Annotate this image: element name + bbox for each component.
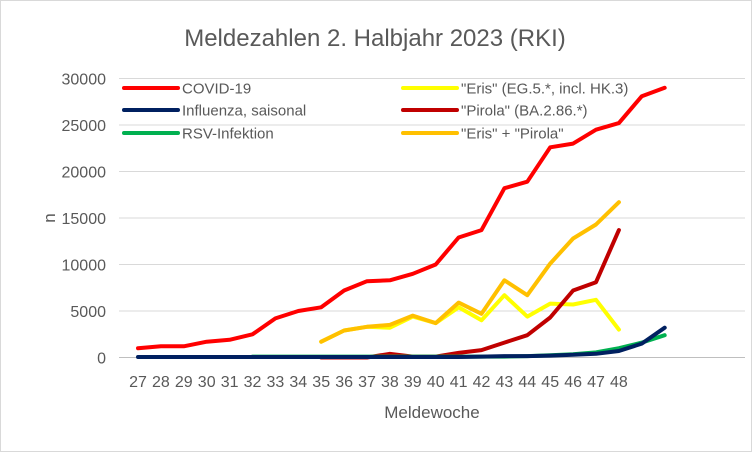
x-tick-label: 31 xyxy=(221,374,239,391)
legend-label: Influenza, saisonal xyxy=(182,103,306,120)
x-axis-ticks: 27 28 29 30 31 32 33 34 35 36 37 38 39 40 41 42 43 44 45 46… xyxy=(129,374,628,391)
legend: COVID-19 Influenza, saisonal RSV-Infektion… xyxy=(122,81,628,143)
x-tick-label: 27 xyxy=(129,374,147,391)
x-tick-label: 45 xyxy=(541,374,559,391)
legend-label: "Eris" + "Pirola" xyxy=(461,126,564,143)
x-tick-label: 36 xyxy=(335,374,353,391)
y-tick-label: 10000 xyxy=(62,258,107,275)
series-line xyxy=(319,228,621,360)
legend-label: "Pirola" (BA.2.86.*) xyxy=(461,103,588,120)
y-tick-label: 30000 xyxy=(62,72,107,89)
series-line xyxy=(136,325,667,359)
x-tick-label: 32 xyxy=(244,374,262,391)
x-tick-label: 46 xyxy=(564,374,582,391)
legend-label: COVID-19 xyxy=(182,81,251,98)
x-tick-label: 43 xyxy=(496,374,514,391)
y-axis-title: n xyxy=(40,213,59,222)
legend-label: "Eris" (EG.5.*, incl. HK.3) xyxy=(461,81,628,98)
y-tick-label: 5000 xyxy=(70,304,106,321)
series-line xyxy=(136,85,667,351)
x-tick-label: 35 xyxy=(312,374,330,391)
x-tick-label: 48 xyxy=(610,374,628,391)
x-tick-label: 28 xyxy=(152,374,170,391)
y-tick-label: 25000 xyxy=(62,118,107,135)
legend-label: RSV-Infektion xyxy=(182,126,274,143)
x-tick-label: 37 xyxy=(358,374,376,391)
x-tick-label: 47 xyxy=(587,374,605,391)
chart-title: Meldezahlen 2. Halbjahr 2023 (RKI) xyxy=(184,25,566,52)
y-tick-label: 15000 xyxy=(62,211,107,228)
x-tick-label: 34 xyxy=(289,374,307,391)
y-axis-ticks: 0 5000 10000 15000 20000 25000 30000 xyxy=(62,72,107,368)
x-tick-label: 30 xyxy=(198,374,216,391)
x-tick-label: 39 xyxy=(404,374,422,391)
x-tick-label: 44 xyxy=(518,374,536,391)
gridlines xyxy=(119,78,745,358)
x-tick-label: 41 xyxy=(450,374,468,391)
x-tick-label: 38 xyxy=(381,374,399,391)
series-line xyxy=(319,200,621,344)
series-line xyxy=(319,293,621,344)
x-tick-label: 29 xyxy=(175,374,193,391)
x-tick-label: 40 xyxy=(427,374,445,391)
x-axis-title: Meldewoche xyxy=(384,403,479,422)
y-tick-label: 0 xyxy=(97,351,106,368)
x-tick-label: 33 xyxy=(267,374,285,391)
series-lines xyxy=(136,85,667,360)
x-tick-label: 42 xyxy=(473,374,491,391)
y-tick-label: 20000 xyxy=(62,165,107,182)
